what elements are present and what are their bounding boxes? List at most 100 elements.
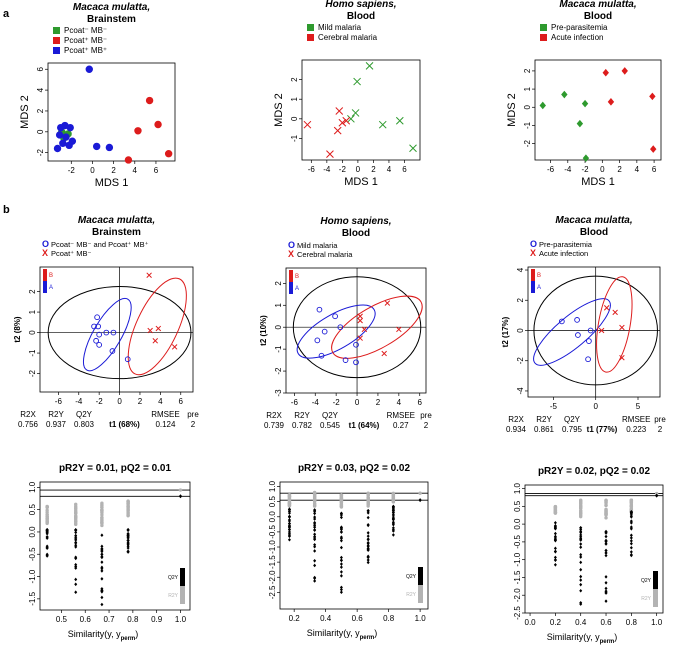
r2y-point	[100, 508, 104, 513]
y-tick-label: -1.5	[513, 570, 522, 584]
legend-bar-q2y	[180, 568, 185, 586]
q2y-point	[313, 522, 317, 526]
q2y-point	[339, 535, 343, 539]
r2y-point	[366, 493, 370, 497]
colorbar-b	[289, 270, 293, 282]
q2y-point	[74, 577, 78, 582]
legend-label: Mild malaria	[297, 241, 338, 250]
q2y-point	[100, 586, 104, 591]
q2y-point	[313, 511, 317, 516]
x-tick-label: 0.6	[80, 615, 92, 624]
q2y-point	[100, 549, 104, 554]
data-point	[619, 324, 625, 331]
legend-swatch	[53, 27, 60, 34]
q2y-point	[339, 511, 343, 516]
r2y-point	[126, 508, 130, 512]
y-tick-label: 1.0	[268, 480, 277, 492]
data-point	[314, 337, 321, 344]
x-tick-label: -4	[312, 398, 320, 407]
colorbar-a	[289, 282, 293, 294]
legend-label-q2y: Q2Y	[406, 574, 417, 580]
q2y-point	[391, 510, 395, 515]
data-point	[321, 328, 328, 335]
q2y-point	[553, 520, 557, 525]
plot-area	[286, 268, 426, 393]
data-point	[365, 62, 374, 70]
q2y-point	[74, 590, 78, 595]
actual-q2y-point	[178, 494, 183, 499]
y-axis-label: MDS 2	[273, 93, 285, 127]
legend-label: Pre-parasitemia	[551, 23, 608, 32]
y-tick-label: -2.5	[513, 606, 522, 620]
x-tick-label: 0.2	[289, 614, 301, 623]
q2y-point	[339, 570, 343, 574]
q2y-point	[366, 560, 370, 565]
q2y-point	[100, 552, 104, 557]
q2y-point	[579, 555, 583, 559]
data-point	[66, 123, 74, 132]
legend-marker: O	[288, 240, 295, 250]
q2y-point	[74, 543, 78, 548]
confidence-ellipse	[292, 276, 422, 379]
legend-label-q2y: Q2Y	[641, 578, 652, 584]
x-tick-label: 0.2	[550, 618, 562, 627]
x-tick-label: -2	[333, 398, 341, 407]
y-tick-label: -2.0	[268, 570, 277, 584]
y-tick-label: -4	[516, 387, 525, 395]
q2y-point	[287, 537, 291, 542]
q2y-point	[313, 525, 317, 530]
x-tick-label: 2	[371, 165, 376, 174]
q2y-point	[579, 600, 583, 605]
legend-label: Cerebral malaria	[297, 250, 353, 259]
permutation-plot-c2: pR2Y = 0.03, pQ2 = 0.02 0.2 0.4 0.6 0.8 1.0 -2…	[268, 463, 429, 641]
q2y-point	[339, 585, 343, 590]
q2y-point	[553, 534, 557, 539]
q2y-point	[629, 550, 633, 554]
legend-label: Pcoat⁺ MB⁻	[64, 36, 107, 45]
x-tick-label: 0.9	[151, 615, 163, 624]
q2y-point	[100, 577, 104, 581]
data-point	[603, 305, 610, 311]
legend-label: Pcoat⁺ MB⁺	[64, 46, 107, 55]
data-point	[396, 326, 402, 333]
data-point	[598, 327, 605, 334]
data-point	[94, 314, 100, 321]
y-tick-label: -1	[290, 134, 299, 142]
data-point	[154, 120, 162, 129]
q2y-point	[74, 535, 78, 539]
x-tick-label: -6	[547, 165, 555, 174]
q2y-point	[604, 599, 608, 603]
x-tick-label: 0.8	[127, 615, 139, 624]
q2y-point	[100, 602, 104, 607]
data-point	[384, 300, 391, 306]
data-point	[353, 359, 359, 366]
r2y-point	[100, 505, 104, 509]
plot-frame	[524, 484, 664, 614]
q2y-point	[604, 575, 608, 579]
q2y-point	[126, 540, 130, 545]
q2y-point	[579, 529, 583, 534]
plot-frame	[47, 62, 176, 162]
data-point	[381, 350, 387, 357]
data-point	[607, 98, 615, 106]
data-point	[575, 332, 581, 338]
r2y-point	[366, 502, 370, 506]
stats-value: 0.795	[562, 425, 583, 434]
q2y-point	[366, 523, 370, 528]
x-tick-label: 6	[418, 398, 423, 407]
q2y-point	[100, 544, 104, 549]
stats-value: 2	[424, 421, 429, 430]
x-tick-label: 6	[402, 165, 407, 174]
r2y-point	[629, 499, 634, 503]
chart-subtitle: Blood	[342, 228, 370, 239]
x-tick-label: 1.0	[415, 614, 427, 623]
data-point	[124, 156, 133, 164]
chart-title: Macaca mulatta,	[73, 2, 150, 13]
x-tick-label: 0.0	[525, 618, 537, 627]
q2y-point	[629, 533, 633, 538]
q2y-point	[553, 558, 557, 562]
x-tick-label: -6	[308, 165, 316, 174]
